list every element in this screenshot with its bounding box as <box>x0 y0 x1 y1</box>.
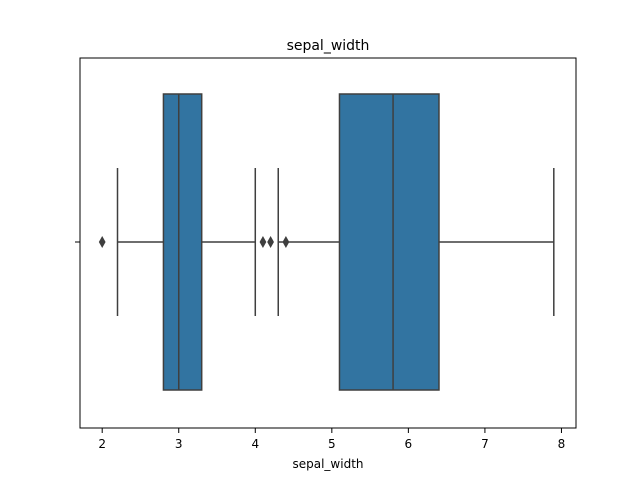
x-tick-label: 6 <box>405 437 413 451</box>
outlier-point <box>267 235 274 249</box>
outlier-point <box>98 235 106 249</box>
iqr-box <box>162 93 203 391</box>
boxes-layer <box>98 93 555 391</box>
ticks-layer: 2 3 4 5 6 7 8 <box>98 428 565 451</box>
x-tick-label: 3 <box>175 437 183 451</box>
chart-title: sepal_width <box>287 38 370 54</box>
plot-frame <box>79 57 577 429</box>
iqr-box <box>338 93 440 391</box>
x-axis-label: sepal_width <box>292 457 363 471</box>
box-group-1 <box>98 93 290 391</box>
x-tick-label: 2 <box>98 437 106 451</box>
x-tick-label: 5 <box>328 437 336 451</box>
outlier-point <box>259 235 267 249</box>
x-tick-label: 7 <box>481 437 489 451</box>
box-group-2 <box>277 93 555 391</box>
x-tick-label: 8 <box>558 437 566 451</box>
x-tick-label: 4 <box>251 437 259 451</box>
